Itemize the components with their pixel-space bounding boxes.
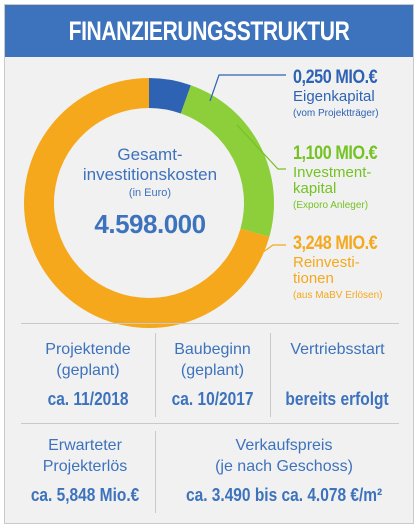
- legend-label-reinvest-1: Reinvesti-: [293, 254, 360, 271]
- info-vertriebsstart: Vertriebsstart bereits erfolgt: [270, 339, 405, 410]
- info-verkaufspreis: Verkaufspreis (je nach Geschoss) ca. 3.4…: [155, 435, 413, 506]
- projektende-value: ca. 11/2018: [47, 389, 129, 409]
- center-line-2: investitionskosten: [82, 165, 218, 184]
- projektende-label-2: (geplant): [56, 362, 120, 379]
- financing-card: FINANZIERUNGSSTRUKTUR Gesamt- investitio…: [4, 4, 414, 524]
- center-line-1: Gesamt-: [117, 145, 183, 164]
- projekterloes-label-1: Erwarteter: [48, 437, 122, 454]
- chart-title: FINANZIERUNGSSTRUKTUR: [68, 15, 350, 46]
- projekterloes-value: ca. 5,848 Mio.€: [30, 485, 140, 505]
- title-banner: FINANZIERUNGSSTRUKTUR: [5, 5, 413, 57]
- divider-middle: [21, 423, 399, 424]
- donut-slice-investmentkapital: [180, 85, 274, 237]
- projektende-label-1: Projektende: [45, 341, 131, 358]
- info-projekterloes: Erwarteter Projekterlös ca. 5,848 Mio.€: [15, 435, 155, 506]
- leader-line-reinvest: [258, 244, 286, 256]
- verkaufspreis-label-2: (je nach Geschoss): [215, 458, 353, 475]
- legend-investment: 1,100 MIO.€ Investment- kapital (Exporo …: [293, 143, 392, 213]
- legend-sub-reinvest: (aus MaBV Erlösen): [293, 290, 383, 301]
- divider-v2: [270, 333, 271, 417]
- vertriebsstart-label: Vertriebsstart: [290, 341, 385, 358]
- legend-label-investment-2: kapital: [293, 180, 337, 197]
- legend-sub-investment: (Exporo Anleger): [293, 200, 369, 211]
- info-projektende: Projektende (geplant) ca. 11/2018: [21, 339, 155, 410]
- divider-v3: [155, 431, 156, 513]
- legend-sub-eigenkapital: (vom Projektträger): [293, 108, 379, 119]
- leader-line-investment: [236, 124, 286, 170]
- legend-eigenkapital: 0,250 MIO.€ Eigenkapital (vom Projektträ…: [293, 67, 392, 121]
- baubeginn-value: ca. 10/2017: [171, 389, 254, 409]
- donut-chart: [24, 78, 274, 328]
- donut-center: Gesamt- investitionskosten (in Euro) 4.5…: [65, 145, 235, 240]
- divider-top: [21, 323, 399, 324]
- legend-label-investment-1: Investment-: [293, 164, 372, 181]
- info-baubeginn: Baubeginn (geplant) ca. 10/2017: [155, 339, 270, 410]
- leader-line-eigenkapital: [209, 74, 286, 102]
- legend-label-eigenkapital: Eigenkapital: [293, 88, 375, 105]
- baubeginn-label-1: Baubeginn: [174, 341, 251, 358]
- vertriebsstart-value: bereits erfolgt: [285, 389, 390, 409]
- leader-lines: [209, 74, 286, 256]
- legend-value-investment: 1,100 MIO.€: [293, 143, 378, 164]
- legend-reinvest: 3,248 MIO.€ Reinvesti- tionen (aus MaBV …: [293, 233, 392, 303]
- legend-label-reinvest-2: tionen: [293, 270, 334, 287]
- divider-v1: [155, 333, 156, 417]
- verkaufspreis-label-1: Verkaufspreis: [235, 437, 333, 454]
- projekterloes-label-2: Projekterlös: [42, 458, 128, 475]
- legend-value-reinvest: 3,248 MIO.€: [293, 233, 378, 254]
- baubeginn-label-2: (geplant): [180, 362, 245, 379]
- donut-slice-eigenkapital: [149, 78, 191, 114]
- center-total: 4.598.000: [94, 209, 206, 239]
- center-unit: (in Euro): [128, 187, 172, 199]
- verkaufspreis-value: ca. 3.490 bis ca. 4.078 €/m²: [185, 485, 383, 505]
- legend-value-eigenkapital: 0,250 MIO.€: [293, 67, 378, 88]
